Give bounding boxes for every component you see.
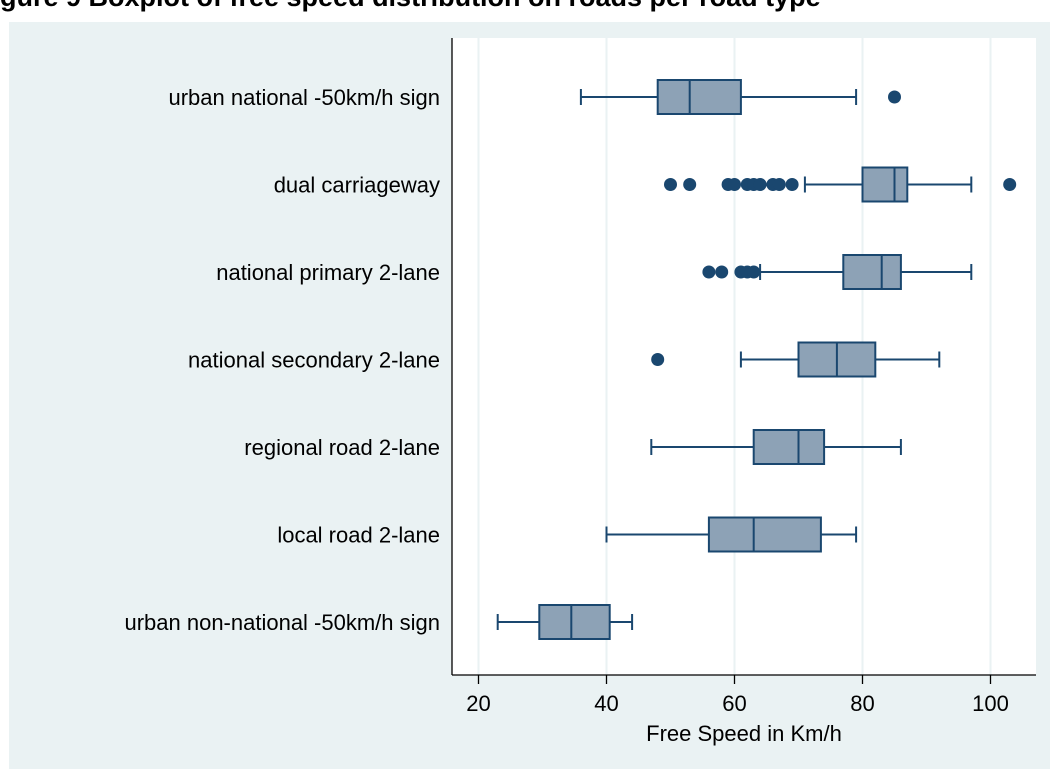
outlier-point	[715, 265, 729, 279]
boxes-layer	[496, 79, 1017, 640]
x-axis: 20 40 60 80 100	[451, 38, 1036, 716]
category-label: national secondary 2-lane	[188, 348, 440, 373]
category-label: dual carriageway	[274, 173, 440, 198]
x-tick-label: 80	[850, 691, 874, 716]
outlier-point	[664, 178, 677, 191]
x-tick-label: 20	[466, 691, 490, 716]
outlier-point	[728, 178, 741, 191]
grid-lines	[477, 38, 992, 675]
box	[707, 516, 822, 553]
category-label: urban non-national -50km/h sign	[124, 610, 440, 635]
category-label: urban national -50km/h sign	[169, 85, 441, 110]
box	[656, 79, 742, 115]
outlier-point	[785, 178, 799, 191]
category-labels: urban national -50km/h sign dual carriage…	[124, 85, 440, 635]
category-label: local road 2-lane	[277, 523, 440, 548]
box	[538, 604, 611, 640]
x-tick-label: 60	[722, 691, 746, 716]
outlier-point	[702, 265, 716, 279]
box	[842, 254, 902, 290]
plot-area	[452, 38, 1036, 675]
outlier-point	[772, 178, 786, 191]
category-label: regional road 2-lane	[244, 435, 440, 460]
outlier-point	[753, 178, 767, 191]
chart-title: gure 9 Boxplot of free speed distributio…	[0, 0, 1050, 22]
outlier-point	[651, 353, 665, 366]
box	[861, 166, 909, 203]
x-tick-label: 40	[594, 691, 618, 716]
x-axis-label: Free Speed in Km/h	[646, 721, 842, 746]
outlier-point	[683, 178, 697, 191]
outlier-point	[1003, 178, 1017, 191]
category-label: national primary 2-lane	[216, 260, 440, 285]
box	[752, 429, 826, 465]
x-tick-label: 100	[972, 691, 1009, 716]
outlier-point	[888, 90, 901, 104]
outlier-point	[747, 265, 761, 279]
